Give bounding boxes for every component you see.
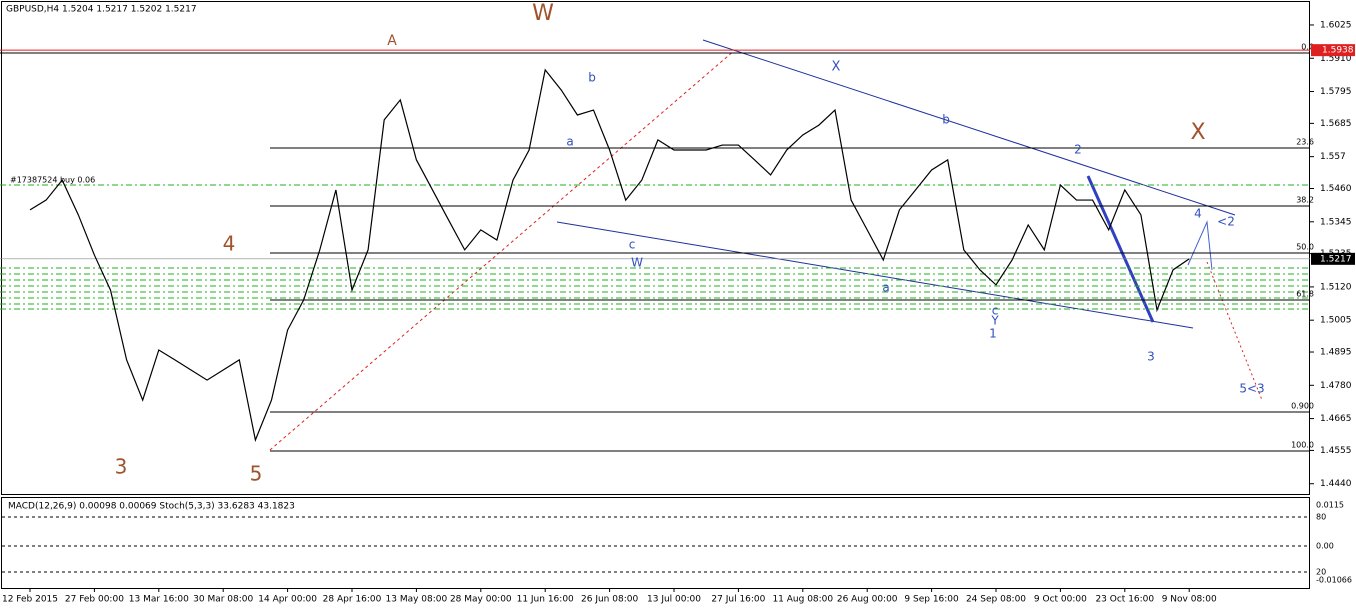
y-tick-label: 1.4895 (1320, 348, 1352, 358)
wave-label: 5 (250, 462, 263, 486)
fib-label: 23.6 (1296, 138, 1314, 147)
wave-label: 2 (1074, 143, 1082, 157)
wave-label: 1 (989, 327, 997, 341)
indicator-title: MACD(12,26,9) 0.00098 0.00069 Stoch(5,3,… (8, 502, 295, 512)
chart-title: GBPUSD,H4 1.5204 1.5217 1.5202 1.5217 (6, 5, 197, 15)
x-tick-label: 28 Apr 16:00 (323, 595, 382, 605)
main-frame (1, 1, 1310, 495)
x-tick-label: 9 Oct 00:00 (1034, 595, 1087, 605)
x-tick-label: 23 Oct 16:00 (1095, 595, 1154, 605)
order-label: #17387524 buy 0.06 (10, 176, 95, 185)
wave-label: A (387, 33, 397, 49)
wave-label: W (532, 1, 554, 26)
current-price-box (1311, 252, 1355, 265)
y-tick-label: 1.4665 (1320, 414, 1352, 424)
wave-label: 4 (223, 232, 236, 256)
indicator-levels (2, 516, 1310, 573)
x-tick-label: 13 Jul 00:00 (647, 595, 701, 605)
wave-label: c (629, 238, 636, 252)
wave-label: 5<3 (1239, 382, 1264, 396)
wave-label: b (588, 71, 596, 85)
price-box (1311, 44, 1355, 57)
wave-label: a (566, 135, 573, 149)
trend-line (702, 39, 1236, 216)
x-tick-label: 30 Mar 08:00 (193, 595, 253, 605)
wave-label: W (631, 256, 643, 270)
indicator-label: 20 (1316, 568, 1326, 577)
indicator-label: 0.00 (1316, 542, 1334, 551)
y-tick-label: 1.4555 (1320, 446, 1352, 456)
price-line (29, 68, 1190, 443)
x-tick-label: 26 Jun 08:00 (581, 595, 638, 605)
x-tick-label: 14 Apr 00:00 (258, 595, 317, 605)
y-tick-label: 1.6025 (1320, 20, 1352, 30)
y-tick-label: 1.5345 (1320, 217, 1352, 227)
indicator-label: 80 (1316, 513, 1326, 522)
wave-label: 4 (1194, 207, 1202, 221)
fib-label: 100.0 (1291, 441, 1314, 450)
wave-label: X (832, 60, 841, 75)
x-tick-label: 26 Aug 00:00 (837, 595, 898, 605)
fib-label: 50.0 (1296, 243, 1314, 252)
wave-label: b (942, 113, 950, 127)
y-tick-label: 1.5910 (1320, 54, 1352, 64)
y-tick-label: 1.557 (1320, 152, 1346, 162)
y-tick-label: 1.5685 (1320, 119, 1352, 129)
wave-label: <2 (1217, 215, 1235, 229)
y-tick-label: 1.5005 (1320, 316, 1352, 326)
wave-label: X (1190, 120, 1205, 145)
wave-label: a (882, 281, 889, 295)
x-tick-label: 24 Sep 08:00 (966, 595, 1026, 605)
indicator-frame (1, 497, 1310, 589)
fib-label: 38.2 (1296, 196, 1314, 205)
trend-line (269, 49, 736, 451)
trend-line (1086, 175, 1155, 323)
fib-label: 0.900 (1291, 402, 1314, 411)
x-tick-label: 9 Nov 08:00 (1162, 595, 1217, 605)
x-tick-label: 11 Jun 16:00 (517, 595, 574, 605)
x-tick-label: 12 Feb 2015 (2, 595, 58, 605)
x-tick-label: 27 Feb 00:00 (65, 595, 124, 605)
y-tick-label: 1.5460 (1320, 184, 1352, 194)
order-lines (0, 267, 1310, 310)
fib-label: 0.0 (1301, 43, 1314, 52)
x-tick-label: 13 Mar 16:00 (129, 595, 189, 605)
y-tick-label: 1.4440 (1320, 479, 1352, 489)
x-tick-label: 11 Aug 08:00 (772, 595, 833, 605)
wave-label: Y (990, 314, 999, 328)
y-tick-label: 1.5795 (1320, 87, 1352, 97)
x-tick-label: 9 Sep 16:00 (904, 595, 959, 605)
indicator-label: 0.0115 (1316, 501, 1344, 510)
trend-line (556, 221, 1194, 329)
x-tick-label: 28 May 00:00 (450, 595, 512, 605)
x-tick-label: 27 Jul 16:00 (711, 595, 765, 605)
y-tick-label: 1.4780 (1320, 381, 1352, 391)
wave-label: c (992, 304, 999, 318)
current-price-label: 1.5217 (1320, 254, 1352, 264)
wave-label: 3 (115, 455, 128, 479)
projection-line (1187, 220, 1213, 271)
indicator-label: -0.01066 (1316, 576, 1352, 585)
y-tick-label: 1.5120 (1320, 282, 1352, 292)
wave-label: 3 (1147, 350, 1155, 364)
x-tick-label: 13 May 08:00 (386, 595, 448, 605)
price-box-label: 1.5938 (1322, 46, 1354, 56)
fib-label: 61.8 (1296, 290, 1314, 299)
